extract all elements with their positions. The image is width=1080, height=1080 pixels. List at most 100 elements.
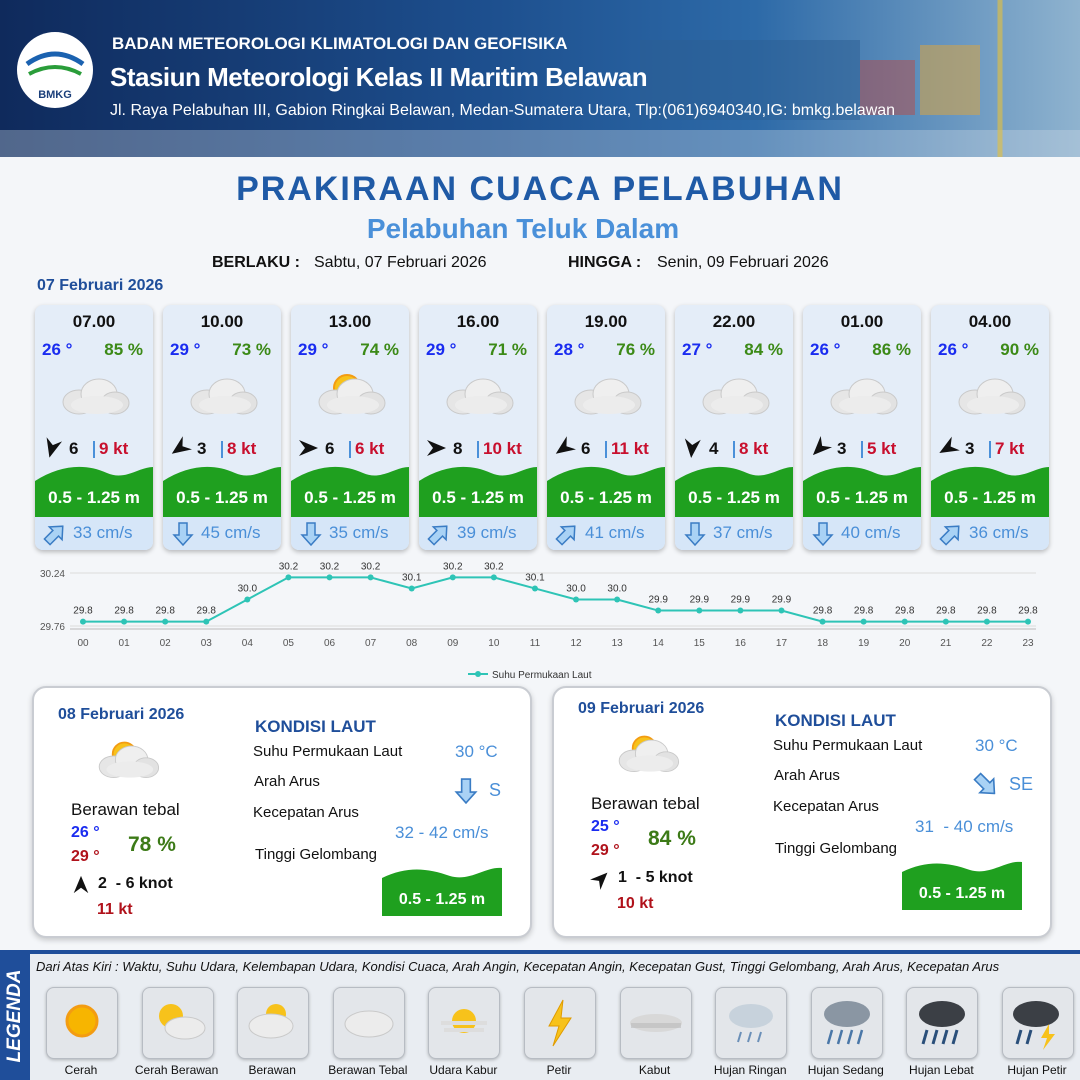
point — [573, 596, 580, 603]
legend-icon-art — [729, 1004, 774, 1043]
cloud-part — [1013, 1001, 1059, 1027]
humidity: 71 % — [488, 340, 527, 359]
data-label: 29.8 — [813, 606, 833, 617]
cloud-part — [711, 396, 763, 414]
legend-icon — [428, 987, 501, 1059]
bolt — [548, 999, 572, 1047]
header: BMKG BADAN METEOROLOGI KLIMATOLOGI DAN G… — [0, 0, 1080, 157]
icon — [55, 370, 135, 425]
forecast-card: 22.00 27 ° 84 % 4 8 kt 0.5 - 1.25 m 37 cm/s — [675, 305, 793, 550]
legend-icon-art — [919, 1001, 966, 1045]
point — [942, 618, 949, 625]
valid-to: Senin, 09 Februari 2026 — [657, 254, 829, 271]
legend-icon — [715, 987, 788, 1059]
container — [860, 60, 915, 115]
x-tick-label: 02 — [160, 638, 172, 649]
icon — [183, 370, 263, 425]
legend-label: Cerah Berawan — [134, 1063, 219, 1077]
separator — [93, 441, 95, 458]
wind-icon — [553, 436, 576, 459]
wave-shape — [35, 466, 153, 518]
gust: 11 kt — [97, 901, 133, 918]
current-arrow — [300, 522, 322, 547]
x-tick-label: 03 — [201, 638, 213, 649]
icon — [612, 732, 684, 782]
wind-icon — [809, 435, 833, 459]
x-tick-label: 11 — [530, 638, 541, 649]
temperature: 26 ° — [938, 340, 969, 359]
temp-min: 25 ° — [591, 818, 620, 835]
gust: 9 kt — [99, 439, 129, 458]
legend-label: Berawan Tebal — [328, 1063, 408, 1077]
valid-to-label: HINGGA : — [568, 254, 642, 271]
temperature: 27 ° — [682, 340, 713, 359]
wave-bg — [35, 463, 153, 518]
temperature: 26 ° — [810, 340, 841, 359]
sun — [65, 1004, 99, 1038]
condition: Berawan tebal — [591, 794, 700, 813]
cloud-part — [839, 396, 891, 414]
wind-arrow — [590, 872, 608, 890]
wind-speed: 6 — [325, 439, 335, 458]
legend-icon — [619, 987, 692, 1059]
legend-icon — [237, 987, 310, 1059]
arrow-shape — [43, 525, 64, 546]
wind-arrow — [299, 440, 318, 456]
haze — [441, 1021, 488, 1025]
dock — [0, 130, 1080, 157]
arrow-shape — [73, 875, 89, 894]
wave-shape — [931, 466, 1049, 518]
wind-arrow — [555, 436, 576, 454]
rain — [826, 1029, 863, 1045]
title: PRAKIRAAN CUACA PELABUHAN — [236, 170, 844, 208]
cloud-part — [823, 1001, 870, 1027]
wave-shape — [419, 466, 537, 518]
current-speed: 37 cm/s — [713, 523, 773, 542]
cloud-part — [106, 761, 154, 778]
legend-icon-art — [629, 1014, 682, 1032]
x-tick-label: 08 — [406, 638, 418, 649]
wave-height: 0.5 - 1.25 m — [304, 488, 396, 507]
legend-icon-art — [344, 1010, 394, 1038]
data-label: 29.8 — [854, 606, 874, 617]
legend-label: Hujan Petir — [1007, 1063, 1067, 1077]
sea-temp-label: Suhu Permukaan Laut — [773, 737, 923, 754]
temperature: 28 ° — [554, 340, 585, 359]
valid-from-label: BERLAKU : — [212, 254, 300, 271]
time: 16.00 — [456, 312, 500, 331]
icon — [311, 370, 391, 425]
current-arrow — [939, 525, 960, 546]
current-speed-label: Kecepatan Arus — [253, 804, 359, 821]
humidity: 84 % — [648, 827, 696, 850]
x-tick-label: 17 — [776, 638, 788, 649]
arrow-shape — [812, 435, 833, 456]
legend-label: Hujan Ringan — [713, 1063, 787, 1077]
wave-bg — [291, 463, 409, 518]
data-label: 30.1 — [525, 572, 545, 583]
wind-icon — [425, 437, 447, 459]
legend-label: Berawan — [248, 1063, 296, 1077]
data-label: 30.0 — [566, 584, 586, 595]
current-arrow — [684, 522, 706, 547]
separator — [861, 441, 863, 458]
weather-icon — [618, 735, 680, 773]
wave-label: Tinggi Gelombang — [255, 846, 378, 863]
outlook-panel: 09 Februari 2026 Berawan tebal 25 ° 29 ° 84… — [552, 686, 1052, 938]
current-icon — [683, 522, 707, 547]
point — [531, 585, 538, 592]
legend-label: Suhu Permukaan Laut — [492, 670, 592, 681]
current-speed: 40 cm/s — [841, 523, 901, 542]
humidity: 86 % — [872, 340, 911, 359]
gust: 8 kt — [739, 439, 769, 458]
wave-height: 0.5 - 1.25 m — [176, 488, 268, 507]
x-tick-label: 04 — [242, 638, 254, 649]
legend-marker — [475, 671, 481, 677]
wind-speed: 3 — [837, 439, 847, 458]
point — [901, 618, 908, 625]
x-tick-label: 18 — [817, 638, 829, 649]
point — [696, 607, 703, 614]
temperature: 29 ° — [170, 340, 201, 359]
legend-icon — [810, 987, 883, 1059]
humidity: 76 % — [616, 340, 655, 359]
point — [121, 618, 128, 625]
